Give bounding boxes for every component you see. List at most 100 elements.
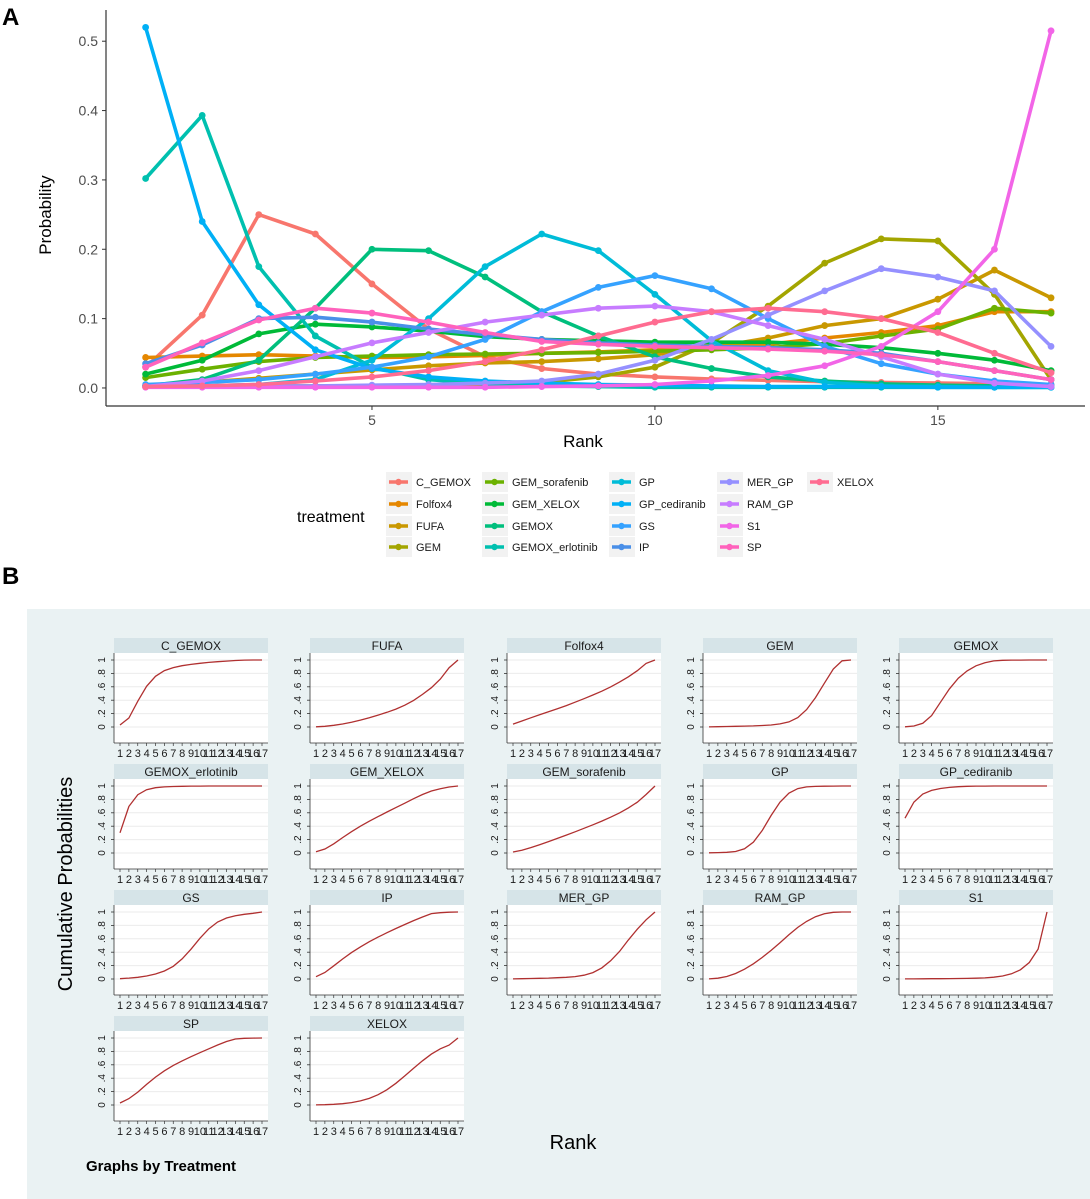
facet-y-tick-label: .8 — [490, 795, 501, 804]
facet-x-tick-label: 15 — [238, 748, 250, 760]
data-point — [255, 211, 263, 218]
facet-x-tick-label: 2 — [126, 1126, 132, 1138]
facet-y-tick-label: 1 — [490, 783, 501, 789]
facet-x-tick-label: 12 — [997, 1000, 1009, 1012]
data-point — [821, 308, 829, 316]
series-XELOX — [142, 304, 1055, 390]
facet-y-tick-label: 0 — [293, 850, 304, 856]
facet-x-tick-label: 3 — [920, 874, 926, 886]
data-point — [198, 356, 206, 364]
facet-y-tick-label: .2 — [882, 961, 893, 970]
legend-item-IP: IP — [609, 537, 649, 557]
facet-plot-area — [310, 905, 464, 995]
data-point — [425, 247, 432, 255]
facet-x-tick-label: 13 — [1005, 1000, 1017, 1012]
facet-title: FUFA — [372, 639, 403, 653]
facet-x-tick-label: 6 — [161, 748, 167, 760]
facet-plot-area — [899, 905, 1053, 995]
legend-marker — [618, 478, 625, 486]
data-point — [934, 370, 942, 378]
facet-y-tick-label: .6 — [97, 1060, 108, 1069]
facet-x-tick-label: 16 — [247, 1000, 259, 1012]
facet-x-tick-label: 5 — [545, 1000, 551, 1012]
facet-x-tick-label: 2 — [322, 874, 328, 886]
data-point — [821, 383, 829, 390]
facet-x-tick-label: 3 — [528, 748, 534, 760]
facet-x-tick-label: 4 — [537, 748, 543, 760]
data-point — [311, 377, 319, 385]
data-point — [255, 367, 263, 375]
facet-x-tick-label: 4 — [144, 748, 150, 760]
facet-x-tick-label: 5 — [348, 874, 354, 886]
legend-item-C_GEMOX: C_GEMOX — [386, 472, 472, 492]
facet-plot-area — [310, 779, 464, 869]
cumulative-line — [119, 659, 262, 726]
facet-y-tick-label: 1 — [293, 783, 304, 789]
facet-x-tick-label: 2 — [126, 1000, 132, 1012]
facet-y-tick-label: .4 — [490, 822, 501, 831]
data-point — [368, 373, 376, 381]
facet-x-tick-label: 15 — [238, 1126, 250, 1138]
facet-y-tick-label: .4 — [686, 696, 697, 705]
data-point — [708, 336, 715, 343]
facet-x-tick-label: 7 — [563, 1000, 569, 1012]
facet-x-tick-label: 10 — [979, 748, 991, 760]
facet-x-tick-label: 9 — [384, 1126, 390, 1138]
legend-marker — [395, 543, 402, 551]
facet-x-tick-label: 12 — [212, 1000, 224, 1012]
data-point — [255, 316, 263, 324]
facet-x-tick-label: 10 — [194, 1126, 206, 1138]
facet-x-tick-label: 14 — [425, 748, 437, 760]
facet-x-tick-label: 17 — [452, 1126, 464, 1138]
legend-label: GEM — [416, 542, 441, 554]
facet-y-tick-label: .6 — [97, 808, 108, 817]
data-point — [311, 353, 319, 361]
data-point — [198, 311, 206, 319]
legend-label: SP — [747, 542, 762, 554]
facet-x-tick-label: 3 — [331, 1000, 337, 1012]
data-point — [142, 175, 150, 182]
plot-a-y-label: Probability — [36, 175, 55, 255]
facet-y-tick-label: .6 — [490, 934, 501, 943]
facet-title: GEMOX_erlotinib — [144, 765, 238, 779]
facet-y-tick-label: 0 — [882, 976, 893, 982]
facet-x-tick-label: 15 — [631, 748, 643, 760]
facet-x-tick-label: 15 — [434, 874, 446, 886]
facet-x-tick-label: 5 — [741, 748, 747, 760]
data-point — [651, 302, 659, 310]
data-point — [255, 381, 263, 388]
data-point — [708, 382, 715, 390]
facet-x-tick-label: 8 — [179, 1126, 185, 1138]
data-point — [991, 367, 998, 375]
data-point — [311, 346, 319, 354]
data-point — [934, 358, 942, 366]
facet-x-tick-label: 14 — [622, 748, 634, 760]
data-point — [934, 273, 942, 281]
facet-x-tick-label: 15 — [827, 748, 839, 760]
facet-x-tick-label: 11 — [203, 1126, 214, 1138]
facet-x-tick-label: 5 — [348, 1000, 354, 1012]
legend-item-GP: GP — [609, 472, 655, 492]
data-point — [991, 349, 998, 357]
facet-y-tick-label: 0 — [490, 850, 501, 856]
facet-x-tick-label: 12 — [408, 874, 420, 886]
facet-x-tick-label: 3 — [331, 1126, 337, 1138]
facet-x-tick-label: 14 — [229, 874, 241, 886]
facet-x-tick-label: 3 — [331, 748, 337, 760]
legend-title: treatment — [297, 509, 365, 526]
data-point — [708, 365, 715, 372]
data-point — [538, 338, 546, 345]
data-point — [991, 287, 998, 295]
facet-x-tick-label: 12 — [212, 748, 224, 760]
facet-x-tick-label: 2 — [911, 874, 917, 886]
facet-x-tick-label: 14 — [425, 1000, 437, 1012]
facet-x-tick-label: 9 — [188, 874, 194, 886]
facet-x-tick-label: 6 — [750, 1000, 756, 1012]
legend-marker — [618, 522, 625, 530]
data-point — [538, 230, 546, 238]
data-point — [594, 370, 602, 378]
facet-y-tick-label: .2 — [293, 961, 304, 970]
facet-x-tick-label: 4 — [733, 1000, 739, 1012]
facet-plot-area — [899, 653, 1053, 743]
data-point — [425, 329, 432, 336]
